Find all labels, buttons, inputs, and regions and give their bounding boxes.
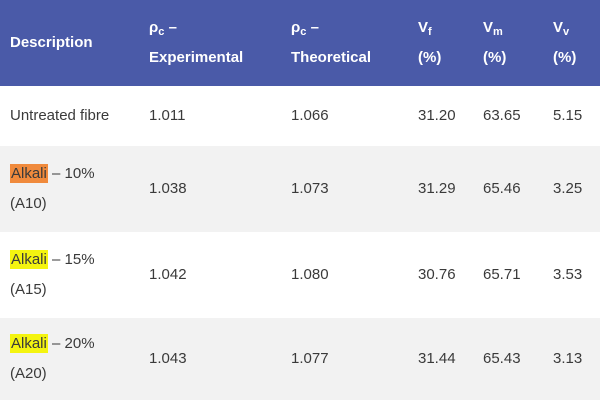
- cell-rho-experimental: 1.038: [149, 180, 187, 197]
- cell-vv: 5.15: [553, 107, 583, 124]
- cell-description: Alkali – 10% (A10): [10, 164, 95, 212]
- cell-description: Alkali – 15% (A15): [10, 250, 95, 298]
- cell-description: Untreated fibre: [10, 107, 110, 124]
- cell-rho-experimental: 1.042: [149, 266, 187, 283]
- table-row: Alkali – 15% (A15) 1.042 1.080 30.76 65.…: [0, 232, 600, 318]
- cell-rho-theoretical: 1.077: [291, 350, 329, 367]
- cell-vm: 63.65: [483, 107, 521, 124]
- cell-description: Alkali – 20% (A20): [10, 334, 95, 382]
- highlighted-text: Alkali: [10, 164, 48, 183]
- cell-rho-theoretical: 1.066: [291, 107, 329, 124]
- sample-code: (A10): [10, 195, 47, 212]
- cell-vf: 31.29: [418, 180, 456, 197]
- highlighted-text: Alkali: [10, 250, 48, 269]
- cell-vm: 65.46: [483, 180, 521, 197]
- header-vf: Vf (%): [418, 19, 442, 66]
- header-rho-experimental: ρc – Experimental: [149, 19, 244, 66]
- highlighted-text: Alkali: [10, 334, 48, 353]
- cell-vv: 3.53: [553, 266, 583, 283]
- cell-rho-theoretical: 1.080: [291, 266, 329, 283]
- header-rho-theoretical: ρc – Theoretical: [291, 19, 372, 66]
- table-row: Alkali – 10% (A10) 1.038 1.073 31.29 65.…: [0, 146, 600, 232]
- cell-vf: 31.20: [418, 107, 456, 124]
- cell-vm: 65.71: [483, 266, 521, 283]
- cell-rho-experimental: 1.011: [149, 107, 186, 124]
- cell-vv: 3.13: [553, 350, 583, 367]
- header-vv: Vv (%): [553, 19, 577, 66]
- cell-vf: 31.44: [418, 350, 456, 367]
- sample-code: (A15): [10, 281, 47, 298]
- cell-vf: 30.76: [418, 266, 456, 283]
- cell-vv: 3.25: [553, 180, 583, 197]
- table-row: Alkali – 20% (A20) 1.043 1.077 31.44 65.…: [0, 318, 600, 400]
- header-description: Description: [10, 34, 93, 51]
- header-row: Description ρc – Experimental ρc – Theor…: [0, 0, 600, 86]
- table-row: Untreated fibre 1.011 1.066 31.20 63.65 …: [0, 86, 600, 146]
- header-vm: Vm (%): [483, 19, 507, 66]
- cell-rho-experimental: 1.043: [149, 350, 187, 367]
- cell-vm: 65.43: [483, 350, 521, 367]
- sample-code: (A20): [10, 365, 47, 382]
- cell-rho-theoretical: 1.073: [291, 180, 329, 197]
